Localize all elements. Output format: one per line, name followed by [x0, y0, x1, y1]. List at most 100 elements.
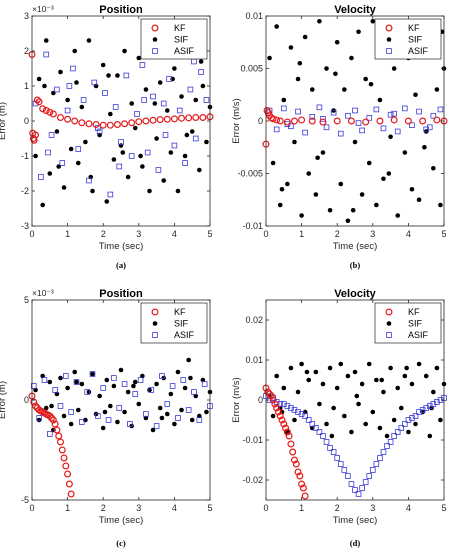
point-kf	[333, 117, 341, 125]
point-asif	[337, 461, 344, 467]
x-tick-label: 3	[370, 503, 375, 513]
point-sif	[356, 401, 361, 407]
point-asif	[305, 417, 312, 423]
point-kf	[283, 428, 291, 436]
point-asif	[47, 431, 53, 437]
x-axis-label: Time (sec)	[99, 515, 144, 526]
point-sif	[297, 60, 303, 66]
x-tick-label: 4	[406, 229, 411, 239]
point-asif	[96, 128, 103, 135]
legend-label-asif: ASIF	[408, 330, 429, 340]
point-sif	[395, 385, 401, 391]
point-sif	[56, 164, 61, 169]
point-sif	[349, 429, 354, 435]
legend-label-kf: KF	[174, 23, 186, 33]
point-asif	[68, 409, 74, 415]
point-asif	[57, 403, 64, 409]
point-sif	[313, 192, 319, 197]
legend-label-sif: SIF	[408, 35, 423, 45]
point-sif	[288, 45, 294, 50]
point-sif	[345, 218, 351, 224]
point-asif	[54, 86, 60, 93]
point-asif	[437, 106, 444, 113]
point-asif	[166, 76, 172, 82]
point-asif	[359, 127, 365, 134]
point-kf	[121, 120, 129, 128]
point-asif	[302, 413, 308, 419]
point-asif	[70, 65, 76, 72]
point-sif	[281, 385, 287, 391]
point-asif	[139, 62, 146, 68]
point-kf	[273, 116, 281, 124]
point-sif	[179, 94, 184, 99]
y-tick-label: -0.005	[237, 169, 263, 179]
point-sif	[204, 409, 209, 415]
point-sif	[79, 104, 85, 110]
point-sif	[388, 365, 393, 371]
point-sif	[143, 415, 149, 421]
point-asif	[159, 373, 165, 379]
point-asif	[280, 105, 287, 112]
point-asif	[52, 387, 58, 393]
point-asif	[116, 405, 123, 411]
point-kf	[282, 424, 290, 432]
legend-label-sif: SIF	[174, 319, 189, 329]
point-kf	[56, 113, 64, 121]
point-sif	[154, 381, 159, 387]
point-kf	[285, 432, 293, 440]
point-sif	[379, 377, 385, 383]
point-kf	[39, 105, 47, 113]
point-sif	[33, 153, 38, 159]
point-sif	[368, 81, 374, 87]
point-asif	[409, 122, 415, 129]
point-sif	[97, 393, 102, 399]
point-sif	[97, 132, 102, 138]
point-kf	[106, 121, 114, 129]
point-sif	[152, 101, 158, 106]
point-kf	[178, 114, 186, 122]
point-kf	[292, 460, 300, 468]
point-kf	[65, 480, 73, 488]
point-sif	[61, 185, 67, 190]
point-sif	[122, 409, 127, 415]
point-asif	[348, 481, 355, 487]
point-sif	[40, 202, 45, 208]
point-asif	[137, 377, 144, 383]
point-kf	[85, 120, 93, 128]
x-tick-label: 3	[136, 503, 141, 513]
point-sif	[172, 66, 177, 71]
point-asif	[366, 473, 373, 479]
point-asif	[345, 112, 351, 119]
point-sif	[413, 92, 418, 98]
point-sif	[132, 125, 138, 131]
point-sif	[179, 407, 184, 413]
point-sif	[391, 417, 397, 423]
point-sif	[270, 413, 276, 419]
point-sif	[104, 377, 110, 383]
point-sif	[352, 369, 358, 375]
point-sif	[157, 405, 163, 411]
legend-marker-kf	[385, 308, 393, 316]
point-sif	[129, 101, 134, 106]
point-sif	[157, 80, 163, 85]
point-sif	[33, 387, 38, 393]
point-sif	[366, 361, 372, 367]
point-asif	[387, 111, 394, 118]
y-axis-label: Error (m)	[0, 102, 8, 140]
point-kf	[347, 117, 355, 125]
point-sif	[331, 405, 336, 411]
point-sif	[104, 199, 110, 204]
point-sif	[47, 171, 53, 176]
point-asif	[30, 383, 37, 389]
point-asif	[316, 104, 323, 111]
point-asif	[384, 443, 390, 449]
point-asif	[95, 413, 101, 419]
point-kf	[53, 426, 61, 434]
x-tick-label: 5	[207, 503, 212, 513]
point-asif	[66, 83, 73, 89]
point-kf	[78, 119, 86, 127]
point-sif	[143, 87, 149, 92]
y-axis-label: Error (m)	[0, 381, 8, 419]
point-sif	[200, 83, 206, 89]
point-asif	[334, 455, 340, 461]
